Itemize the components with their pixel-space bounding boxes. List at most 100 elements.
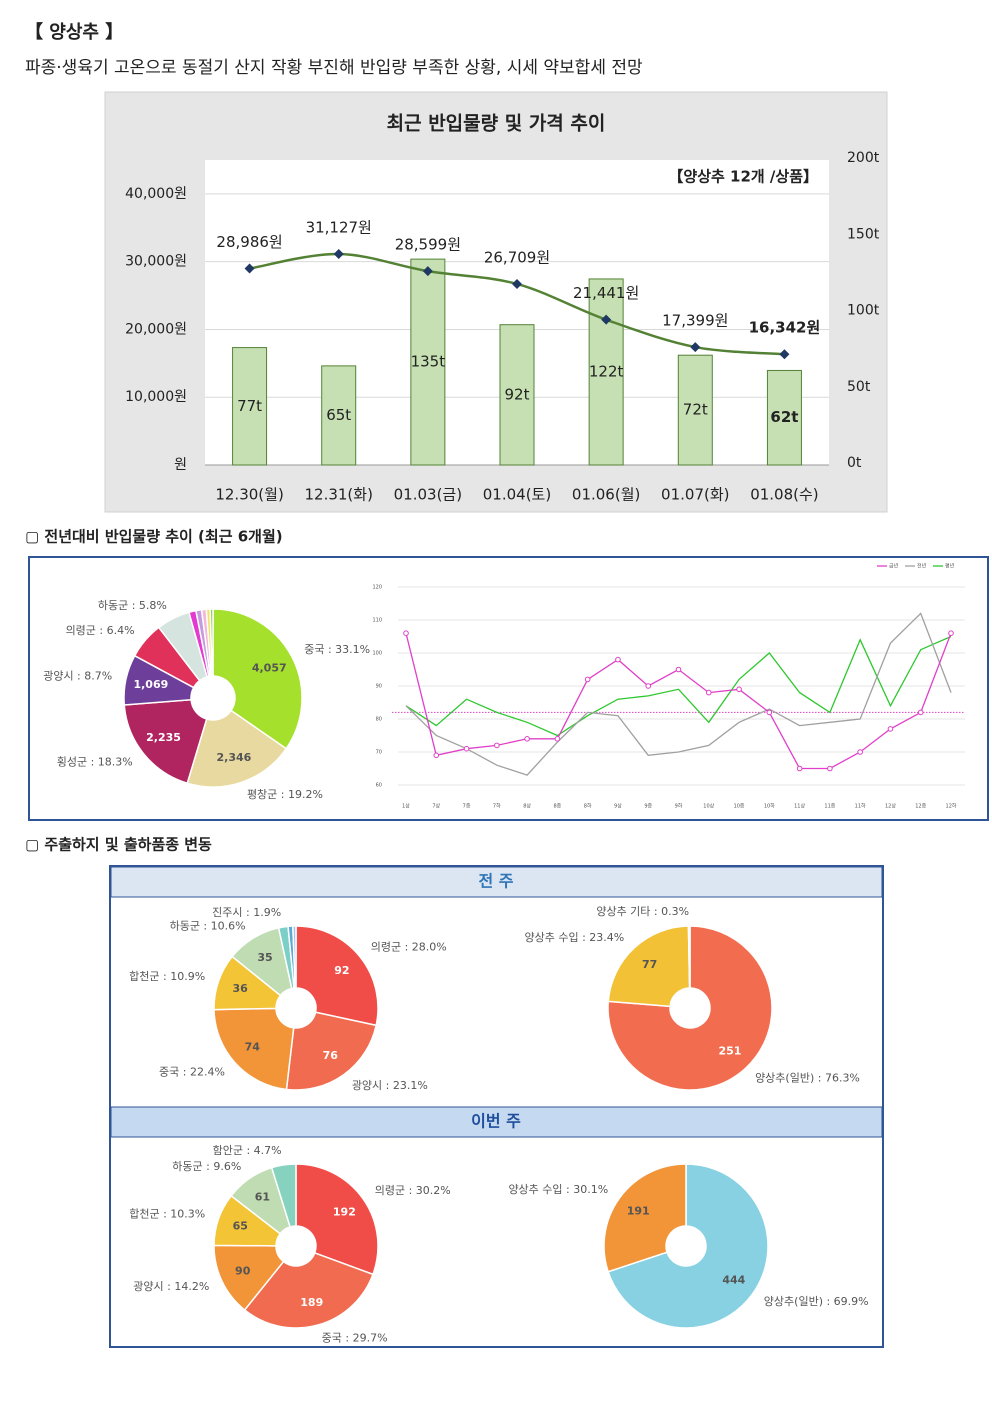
slice-value: 1,069 [133,678,168,691]
slice-value: 191 [627,1204,650,1217]
x-tick-label: 01.04(토) [483,486,551,504]
series-marker [433,752,440,759]
price-marker [779,349,790,360]
series-marker [524,736,530,742]
bar-label: 92t [505,385,530,403]
slice-label: 중국 : 33.1% [304,643,370,656]
slice-value: 35 [257,951,272,964]
pie-slice [687,925,691,989]
y2-tick-label: 50t [847,379,871,395]
series-marker [796,765,803,772]
bar-label: 65t [326,406,351,424]
bar [588,278,624,466]
series-marker [615,656,621,663]
panel-label: 전 주 [478,872,513,891]
slice-label: 의령군 : 28.0% [371,941,447,954]
series-marker [645,683,652,689]
section-heading: ▢ 전년대비 반입물량 추이 (최근 6개월) [25,528,283,546]
slice-label: 하동군 : 10.6% [170,918,246,932]
slice-label: 중국 : 29.7% [322,1332,388,1345]
series-marker [705,689,712,696]
slice-value: 61 [255,1191,270,1204]
slice-label: 진주시 : 1.9% [212,906,281,919]
pie-slice [270,1163,297,1228]
pie-slice [209,608,214,677]
price-label: 16,342원 [749,319,821,337]
pie-slice [186,709,288,788]
y-tick-label: 20,000원 [125,321,187,337]
price-label: 26,709원 [484,248,550,266]
pie-slice [292,925,297,989]
bar [766,369,802,466]
slice-value: 74 [245,1041,261,1054]
x-tick-label: 8하 [584,803,592,810]
price-marker [512,278,522,289]
series-marker [736,686,742,693]
pie-slice [285,1011,378,1091]
y-tick-label: 100 [372,651,382,657]
slice-value: 2,235 [146,731,181,744]
x-tick-label: 1상 [402,803,410,810]
x-tick-label: 7하 [493,803,501,810]
slice-label: 광양시 : 14.2% [133,1280,209,1293]
pie-slice [212,608,303,750]
slice-label: 합천군 : 10.9% [129,969,205,983]
y-tick-label: 120 [372,585,382,591]
series-marker [403,630,409,637]
slice-label: 양상추 기타 : 0.3% [596,905,689,918]
page-title: 【 양상추 】 [25,22,123,43]
pie-slice [295,1163,379,1276]
slice-label: 횡성군 : 18.3% [57,756,133,769]
slice-value: 2,346 [217,751,252,764]
series-line [405,635,952,737]
x-tick-label: 7상 [432,803,440,810]
slice-value: 36 [233,982,249,995]
bar [499,324,535,466]
pie-slice [295,925,379,1027]
y-tick-label: 원 [174,457,187,473]
price-label: 28,986원 [216,233,282,251]
x-tick-label: 01.06(월) [572,486,640,504]
bar [321,365,357,466]
y-tick-label: 60 [376,783,382,789]
series-marker [857,749,863,755]
slice-label: 양상추(일반) : 69.9% [764,1294,869,1308]
series-marker [887,726,894,732]
y2-tick-label: 150t [847,226,880,242]
x-tick-label: 11상 [794,803,805,810]
slice-value: 92 [334,964,349,977]
price-label: 21,441원 [573,284,639,302]
x-tick-label: 7중 [463,804,471,810]
slice-label: 양상추 수입 : 23.4% [525,931,625,944]
x-tick-label: 10하 [764,803,775,810]
slice-label: 의령군 : 30.2% [375,1184,451,1197]
chart-title: 최근 반입물량 및 가격 추이 [387,113,606,135]
panel-band [110,1106,883,1138]
y-tick-label: 70 [376,750,382,756]
x-tick-label: 8상 [523,803,531,810]
x-tick-label: 8중 [553,804,561,810]
x-tick-label: 01.03(금) [394,486,462,504]
x-tick-label: 12상 [885,803,896,810]
price-marker [333,249,344,260]
series-marker [463,745,470,752]
price-label: 17,399원 [662,312,728,330]
series-marker [675,666,682,673]
slice-label: 하동군 : 9.6% [172,1159,241,1173]
panel-band [110,866,883,898]
series-marker [766,709,773,716]
slice-label: 양상추 수입 : 30.1% [508,1183,608,1196]
series-marker [917,709,924,716]
x-tick-label: 12중 [915,804,926,810]
price-marker [244,263,255,274]
bar-label: 122t [589,362,624,380]
slice-value: 4,057 [252,662,287,675]
series-marker [584,676,591,683]
slice-value: 65 [233,1220,248,1233]
slice-label: 광양시 : 8.7% [43,670,112,683]
chart-annotation: 【양상추 12개 /상품】 [668,168,818,186]
series-line [405,612,952,776]
x-tick-label: 9상 [614,803,622,810]
slice-label: 양상추(일반) : 76.3% [755,1071,860,1085]
